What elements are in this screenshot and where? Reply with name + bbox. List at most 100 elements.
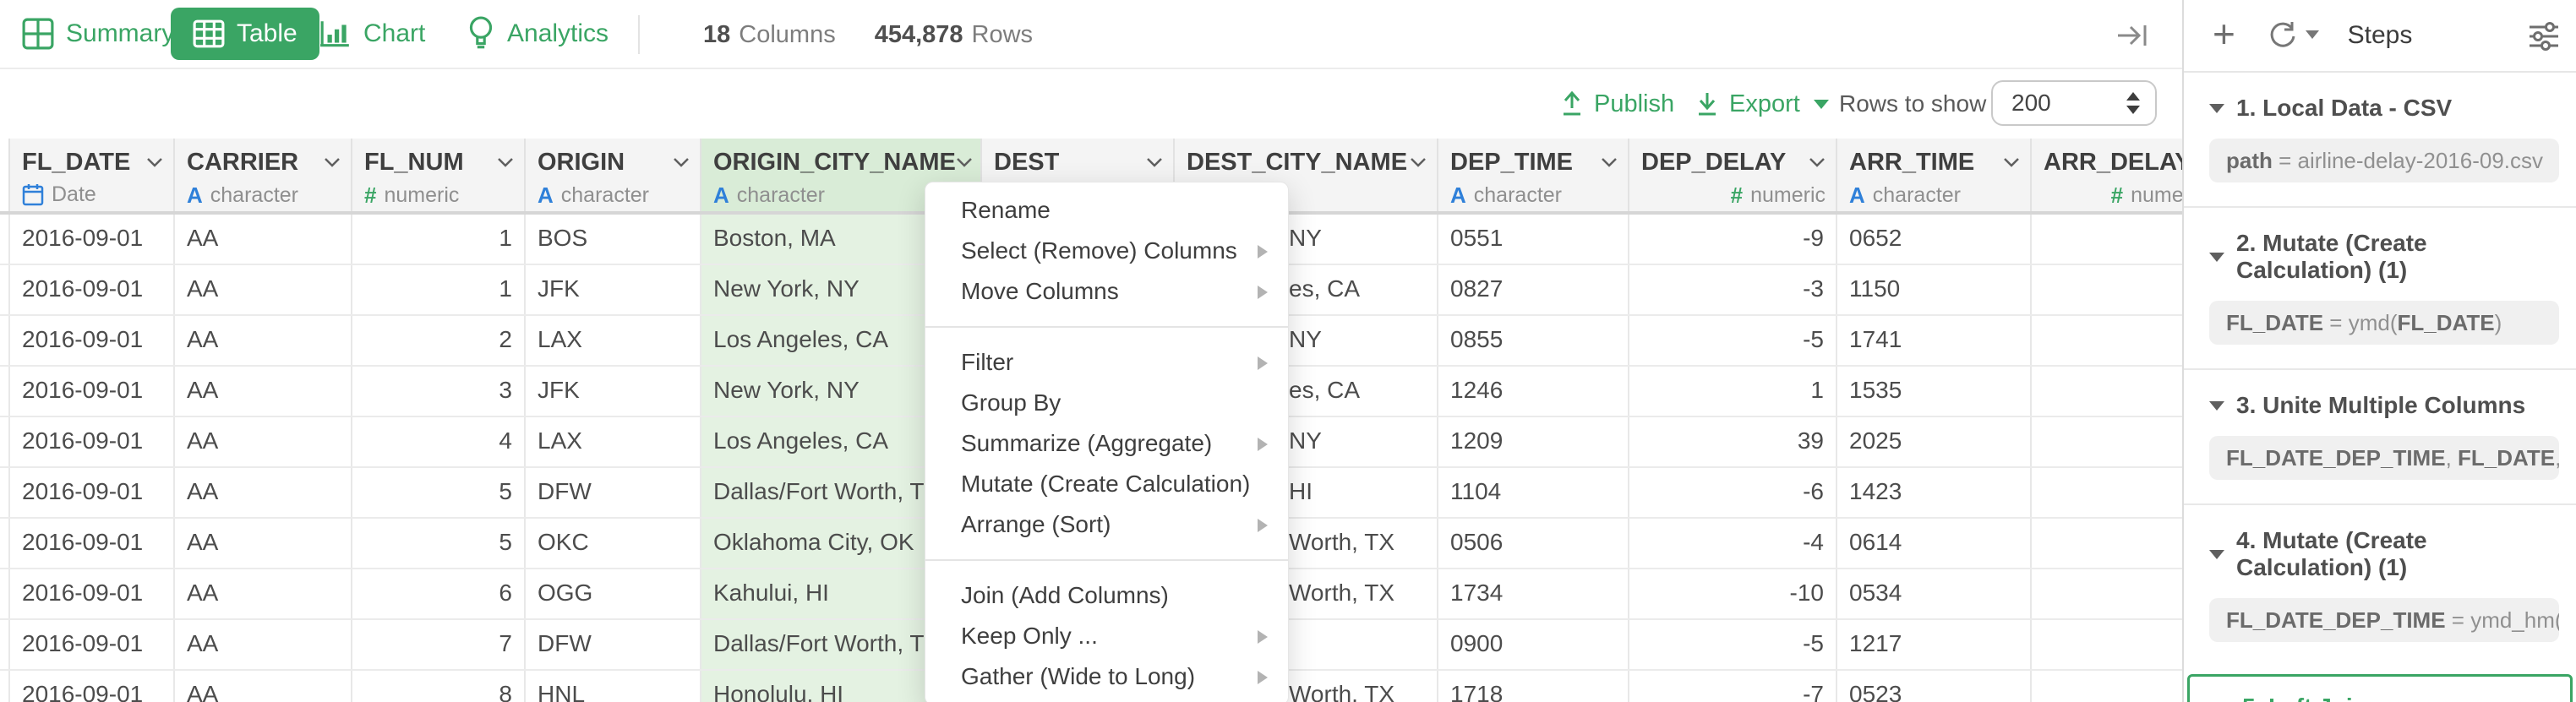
column-header-arr-delay[interactable]: ARR_DELAY #numeric (2032, 139, 2182, 211)
table-cell (2032, 215, 2182, 264)
menu-item-group-by[interactable]: Group By (961, 389, 1062, 416)
tab-chart[interactable]: Chart (319, 8, 425, 60)
chevron-down-icon[interactable] (1809, 157, 1826, 168)
menu-item-summarize-aggregate[interactable]: Summarize (Aggregate) (925, 423, 1288, 464)
column-type: #numeric (364, 182, 460, 208)
step-collapse-caret-icon[interactable] (2209, 252, 2224, 262)
table-cell: 0551 (1438, 215, 1629, 264)
table-cell: 2016-09-01 (8, 620, 175, 669)
dataset-counts: 18 Columns 454,878 Rows (703, 0, 1033, 69)
chevron-down-icon[interactable] (1410, 157, 1427, 168)
stepper-up-icon[interactable] (2126, 92, 2140, 101)
column-name: FL_DATE (22, 149, 131, 176)
add-step-button[interactable]: + (2213, 12, 2235, 56)
table-cell: 0534 (1837, 569, 2032, 618)
table-cell: 39 (1629, 417, 1837, 466)
column-header-dep-delay[interactable]: DEP_DELAY # numeric (1629, 139, 1837, 211)
step-item-4[interactable]: 4. Mutate (Create Calculation) (1) FL_DAT… (2184, 503, 2576, 666)
table-cell: 4 (352, 417, 526, 466)
menu-item-gather-wide-to-long[interactable]: Gather (Wide to Long) (925, 656, 1288, 697)
refresh-button[interactable] (2267, 19, 2319, 51)
step-collapse-caret-icon[interactable] (2209, 103, 2224, 113)
menu-item-filter[interactable]: Filter (925, 342, 1288, 383)
calendar-icon (22, 183, 44, 206)
table-cell (2032, 620, 2182, 669)
submenu-arrow-icon (1258, 245, 1268, 258)
column-type: #numeric (1730, 182, 1826, 208)
collapse-panel-icon[interactable] (2115, 19, 2152, 52)
chevron-down-icon[interactable] (2003, 157, 2020, 168)
step-item-5[interactable]: 5. Left Joincarrier_code_full, by = c("C… (2187, 674, 2573, 702)
table-cell: JFK (526, 265, 701, 314)
table-cell: 1423 (1837, 468, 2032, 517)
table-cell: 1104 (1438, 468, 1629, 517)
settings-sliders-icon[interactable] (2527, 20, 2561, 52)
summary-grid-icon (22, 18, 54, 50)
steps-sidebar: Steps + 1. Local Data - CSV path = airlin… (2182, 0, 2576, 702)
menu-item-join-add-columns[interactable]: Join (Add Columns) (961, 582, 1169, 608)
step-item-3[interactable]: 3. Unite Multiple Columns FL_DATE_DEP_TIM… (2184, 368, 2576, 503)
column-name: ORIGIN (538, 149, 625, 176)
lightbulb-icon (467, 16, 495, 52)
table-cell: LAX (526, 417, 701, 466)
table-cell: 2016-09-01 (8, 367, 175, 416)
chevron-down-icon[interactable] (1601, 157, 1618, 168)
step-summary-pill: FL_DATE = ymd(FL_DATE) (2209, 301, 2559, 345)
tab-table[interactable]: Table (171, 8, 319, 60)
table-cell: 5 (352, 468, 526, 517)
table-cell: 1535 (1837, 367, 2032, 416)
step-item-2[interactable]: 2. Mutate (Create Calculation) (1) FL_DAT… (2184, 206, 2576, 368)
table-cell: HI (1175, 468, 1438, 517)
chevron-down-icon[interactable] (673, 157, 690, 168)
table-cell: AA (175, 519, 352, 568)
table-cell: Worth, TX (1175, 671, 1438, 702)
submenu-arrow-icon (1258, 286, 1268, 299)
menu-item-mutate-create-calculation[interactable]: Mutate (Create Calculation) (961, 471, 1251, 497)
chevron-down-icon[interactable] (497, 157, 514, 168)
character-type-icon: A (1450, 182, 1466, 208)
chevron-down-icon[interactable] (324, 157, 341, 168)
tab-summary[interactable]: Summary (22, 8, 174, 60)
chevron-down-icon[interactable] (146, 157, 163, 168)
numeric-type-icon: # (364, 182, 377, 208)
export-button[interactable]: Export (1695, 69, 1829, 139)
menu-item-keep-only[interactable]: Keep Only ... (925, 616, 1288, 656)
column-name: DEST (994, 149, 1060, 176)
sub-toolbar: Publish Export Rows to show 200 (0, 69, 2182, 139)
menu-item-move-columns[interactable]: Move Columns (925, 271, 1288, 312)
table-cell: AA (175, 265, 352, 314)
menu-item-rename[interactable]: Rename (961, 197, 1051, 223)
chevron-down-icon[interactable] (1146, 157, 1163, 168)
publish-button[interactable]: Publish (1560, 69, 1674, 139)
chevron-down-icon[interactable] (956, 157, 973, 168)
column-header-fl-date[interactable]: FL_DATE Date (8, 139, 175, 211)
column-header-fl-num[interactable]: FL_NUM # numeric (352, 139, 526, 211)
table-cell: -5 (1629, 316, 1837, 365)
chevron-down-icon (1813, 99, 1829, 109)
stepper-down-icon[interactable] (2126, 106, 2140, 114)
table-cell: 3 (352, 367, 526, 416)
character-type-icon: A (1849, 182, 1865, 208)
step-summary-pill: path = airline-delay-2016-09.csv (2209, 139, 2559, 182)
menu-item-arrange-sort[interactable]: Arrange (Sort) (925, 504, 1288, 545)
top-toolbar: Summary Table Chart Analytics 18 Columns … (0, 0, 2576, 69)
tab-analytics[interactable]: Analytics (467, 8, 609, 60)
step-collapse-caret-icon[interactable] (2209, 549, 2224, 559)
table-cell: 1 (352, 215, 526, 264)
step-item-1[interactable]: 1. Local Data - CSV path = airline-delay-… (2184, 73, 2576, 206)
tab-label: Chart (363, 19, 426, 47)
table-cell (2032, 367, 2182, 416)
submenu-arrow-icon (1258, 356, 1268, 370)
table-cell: BOS (526, 215, 701, 264)
menu-item-select-remove-columns[interactable]: Select (Remove) Columns (925, 231, 1288, 271)
column-name: ARR_DELAY (2044, 149, 2182, 176)
step-collapse-caret-icon[interactable] (2209, 400, 2224, 411)
rows-to-show-select[interactable]: 200 (1991, 80, 2157, 126)
